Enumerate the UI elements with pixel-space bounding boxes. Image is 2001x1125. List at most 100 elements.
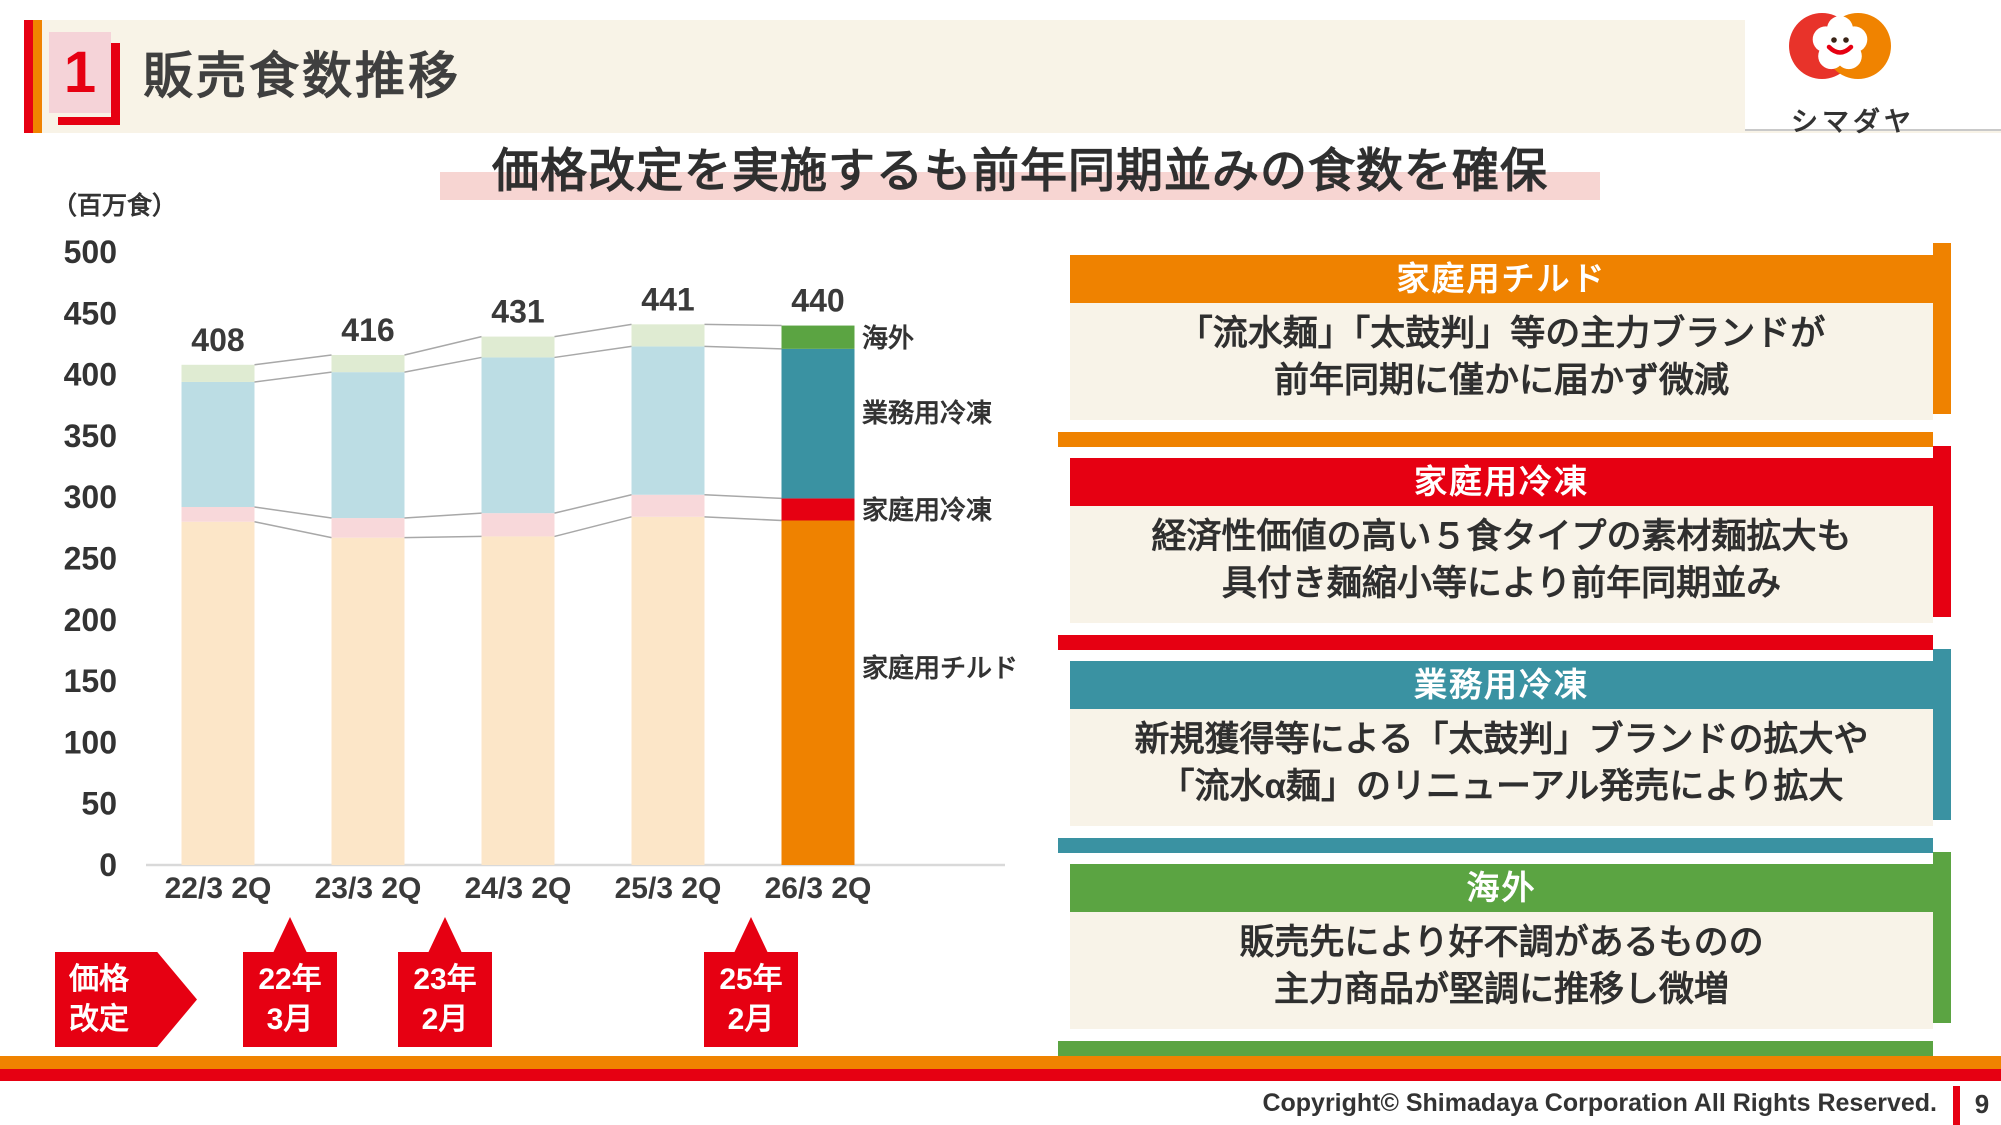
subtitle-text: 価格改定を実施するも前年同期並みの食数を確保 bbox=[492, 144, 1548, 197]
bar-segment-家庭用チルド bbox=[481, 536, 555, 865]
bar-segment-海外 bbox=[481, 336, 555, 358]
y-axis-unit-label: （百万食） bbox=[52, 191, 177, 220]
price-revision-arrow: 価格 改定 bbox=[55, 952, 197, 1047]
connector-line bbox=[554, 345, 632, 359]
panel-title: 業務用冷凍 bbox=[1070, 661, 1933, 709]
panel-overseas: 海外 販売先により好不調があるものの 主力商品が堅調に推移し微増 bbox=[1058, 852, 1951, 1056]
header-orange-accent-bar bbox=[33, 20, 42, 133]
bar-segment-海外 bbox=[631, 324, 705, 347]
up-pointer-icon bbox=[734, 917, 768, 953]
page-title: 販売食数推移 bbox=[143, 48, 461, 104]
y-tick-label: 50 bbox=[81, 786, 117, 822]
y-tick-label: 0 bbox=[99, 847, 117, 883]
panel-right-accent bbox=[1933, 649, 1951, 820]
bar-segment-家庭用チルド bbox=[331, 537, 405, 865]
x-tick-label: 26/3 2Q bbox=[765, 872, 872, 905]
connector-line bbox=[254, 520, 332, 539]
panel-text-line2: 前年同期に僅かに届かず微減 bbox=[1273, 361, 1729, 400]
bar-segment-家庭用チルド bbox=[781, 520, 855, 865]
bar-segment-業務用冷凍 bbox=[181, 381, 255, 508]
panel-right-accent bbox=[1933, 446, 1951, 617]
price-revision-label-line1: 価格 bbox=[69, 963, 129, 996]
y-tick-label: 200 bbox=[64, 602, 117, 638]
price-revision-event-2: 23年 2月 bbox=[398, 917, 492, 1047]
bar-segment-家庭用冷凍 bbox=[481, 513, 555, 537]
y-tick-label: 400 bbox=[64, 357, 117, 393]
bar-segment-海外 bbox=[181, 364, 255, 382]
company-logo: シマダヤ bbox=[1745, 0, 2001, 137]
bar-total-label: 440 bbox=[791, 283, 844, 319]
bar-segment-業務用冷凍 bbox=[781, 348, 855, 499]
copyright-text: Copyright© Shimadaya Corporation All Rig… bbox=[1262, 1089, 1937, 1117]
bar-segment-家庭用冷凍 bbox=[331, 518, 405, 538]
bar-segment-家庭用冷凍 bbox=[181, 507, 255, 522]
bar-segment-家庭用チルド bbox=[631, 516, 705, 865]
panel-bottom-accent bbox=[1058, 1041, 1933, 1056]
page-number: 9 bbox=[1974, 1089, 1990, 1119]
bar-segment-家庭用チルド bbox=[181, 521, 255, 865]
panel-text-line1: 新規獲得等による「太鼓判」ブランドの拡大や bbox=[1134, 720, 1869, 759]
connector-line bbox=[404, 335, 482, 356]
footer-red-line bbox=[0, 1069, 2001, 1081]
bar-total-label: 416 bbox=[341, 312, 394, 348]
y-tick-label: 100 bbox=[64, 724, 117, 760]
panel-text-line2: 具付き麺縮小等により前年同期並み bbox=[1221, 564, 1782, 603]
bar-segment-業務用冷凍 bbox=[331, 372, 405, 519]
connector-line bbox=[704, 493, 782, 500]
event-2-line1: 23年 bbox=[413, 963, 477, 996]
bar-segment-家庭用冷凍 bbox=[781, 498, 855, 521]
slide-number: 1 bbox=[63, 40, 97, 105]
connector-line bbox=[554, 323, 632, 338]
panel-right-accent bbox=[1933, 852, 1951, 1023]
connector-line bbox=[704, 345, 782, 350]
shimadaya-flower-icon bbox=[1789, 13, 1891, 79]
up-pointer-icon bbox=[273, 917, 307, 953]
page-number-divider bbox=[1953, 1086, 1960, 1125]
up-pointer-icon bbox=[428, 917, 462, 953]
price-revision-label-line2: 改定 bbox=[69, 1003, 129, 1036]
slide-number-accent-horizontal bbox=[58, 117, 120, 125]
bar-total-label: 441 bbox=[641, 281, 694, 317]
event-2-line2: 2月 bbox=[421, 1003, 469, 1036]
subtitle-highlight-bar bbox=[440, 172, 1600, 200]
slide-number-accent-vertical bbox=[111, 43, 120, 125]
y-tick-label: 500 bbox=[64, 234, 117, 270]
price-revision-event-1: 22年 3月 bbox=[243, 917, 337, 1047]
connector-line bbox=[254, 371, 332, 383]
connector-line bbox=[404, 535, 482, 539]
connector-line bbox=[554, 516, 632, 538]
panel-gyoumuyou-frozen: 業務用冷凍 新規獲得等による「太鼓判」ブランドの拡大や 「流水α麺」のリニューア… bbox=[1058, 649, 1951, 853]
bar-segment-海外 bbox=[781, 325, 855, 349]
event-3-line2: 2月 bbox=[727, 1003, 775, 1036]
event-1-line1: 22年 bbox=[258, 963, 322, 996]
panel-title: 家庭用冷凍 bbox=[1070, 458, 1933, 506]
company-logo-text: シマダヤ bbox=[1791, 107, 1915, 137]
panel-text-line1: 販売先により好不調があるものの bbox=[1239, 923, 1764, 962]
y-tick-label: 450 bbox=[64, 295, 117, 331]
series-label-業務用冷凍: 業務用冷凍 bbox=[862, 398, 992, 428]
bar-total-label: 431 bbox=[491, 294, 544, 330]
series-label-家庭用チルド: 家庭用チルド bbox=[862, 653, 1018, 683]
panel-text-line1: 「流水麺」「太鼓判」等の主力ブランドが bbox=[1177, 314, 1826, 353]
price-revision-event-3: 25年 2月 bbox=[704, 917, 798, 1047]
footer-orange-line bbox=[0, 1056, 2001, 1069]
panel-title: 海外 bbox=[1070, 864, 1933, 912]
connector-line bbox=[404, 356, 482, 373]
connector-line bbox=[404, 512, 482, 519]
event-3-line1: 25年 bbox=[719, 963, 783, 996]
y-tick-label: 150 bbox=[64, 663, 117, 699]
slide-number-box: 1 bbox=[49, 32, 111, 113]
connector-line bbox=[254, 506, 332, 519]
panel-right-accent bbox=[1933, 243, 1951, 414]
header-band bbox=[24, 20, 2001, 133]
header-red-accent-bar bbox=[24, 20, 33, 133]
x-tick-label: 23/3 2Q bbox=[315, 872, 422, 905]
series-label-海外: 海外 bbox=[862, 323, 914, 353]
panel-text-line1: 経済性価値の高い５食タイプの素材麺拡大も bbox=[1151, 517, 1852, 556]
bar-total-label: 408 bbox=[191, 322, 244, 358]
connector-line bbox=[254, 354, 332, 366]
panel-bottom-accent bbox=[1058, 635, 1933, 650]
subtitle-block: 価格改定を実施するも前年同期並みの食数を確保 bbox=[300, 132, 1740, 202]
x-tick-label: 24/3 2Q bbox=[465, 872, 572, 905]
